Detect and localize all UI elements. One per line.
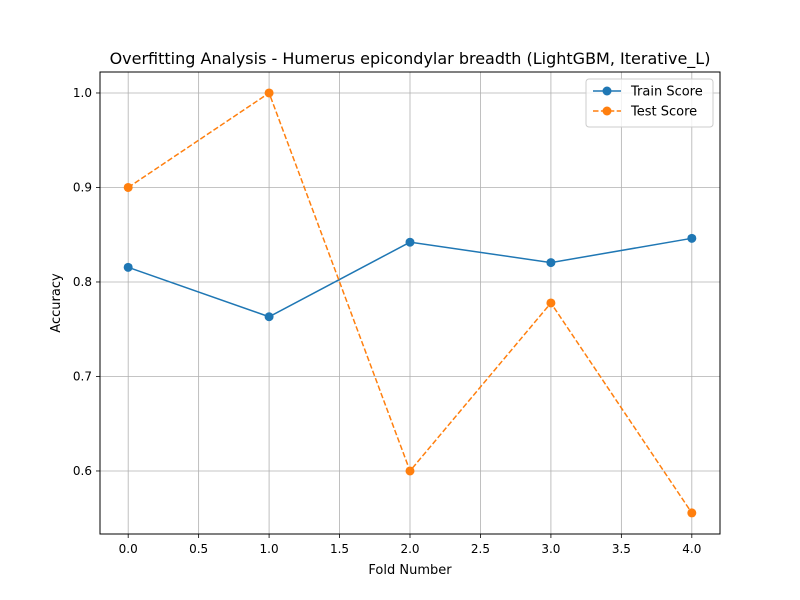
x-tick-label: 2.5 [471, 542, 490, 556]
x-tick-label: 0.5 [189, 542, 208, 556]
legend-label-test-score: Test Score [630, 105, 697, 120]
train-score-point [264, 312, 274, 322]
y-tick-label: 0.9 [73, 180, 92, 194]
legend-label-train-score: Train Score [630, 85, 703, 100]
train-score-point [546, 258, 556, 268]
legend-marker-test-score [602, 106, 612, 116]
test-score-point [405, 466, 415, 476]
test-score-point [264, 88, 274, 98]
x-tick-label: 1.5 [330, 542, 349, 556]
x-tick-label: 3.0 [541, 542, 560, 556]
x-tick-label: 3.5 [612, 542, 631, 556]
test-score-point [687, 508, 697, 518]
test-score-point [123, 182, 133, 192]
x-tick-label: 2.0 [400, 542, 419, 556]
x-axis-label: Fold Number [368, 563, 452, 578]
y-tick-label: 0.7 [73, 369, 92, 383]
chart-title: Overfitting Analysis - Humerus epicondyl… [110, 49, 711, 69]
y-tick-label: 0.6 [73, 464, 92, 478]
test-score-point [546, 298, 556, 308]
axis-ticks: 0.0 0.5 1.0 1.5 2.0 2.5 3.0 3.5 4.0 0.6 0.7 0.8 0.9 1… [73, 86, 701, 556]
train-score-point [687, 233, 697, 243]
legend: Train Score Test Score [585, 78, 714, 128]
train-score-point [123, 262, 133, 272]
y-tick-label: 1.0 [73, 86, 92, 100]
train-score-point [405, 237, 415, 247]
y-tick-label: 0.8 [73, 275, 92, 289]
plot-series [123, 88, 697, 518]
x-tick-label: 0.0 [119, 542, 138, 556]
x-tick-label: 4.0 [682, 542, 701, 556]
y-axis-label: Accuracy [49, 273, 64, 333]
legend-marker-train-score [602, 86, 612, 96]
x-tick-label: 1.0 [260, 542, 279, 556]
